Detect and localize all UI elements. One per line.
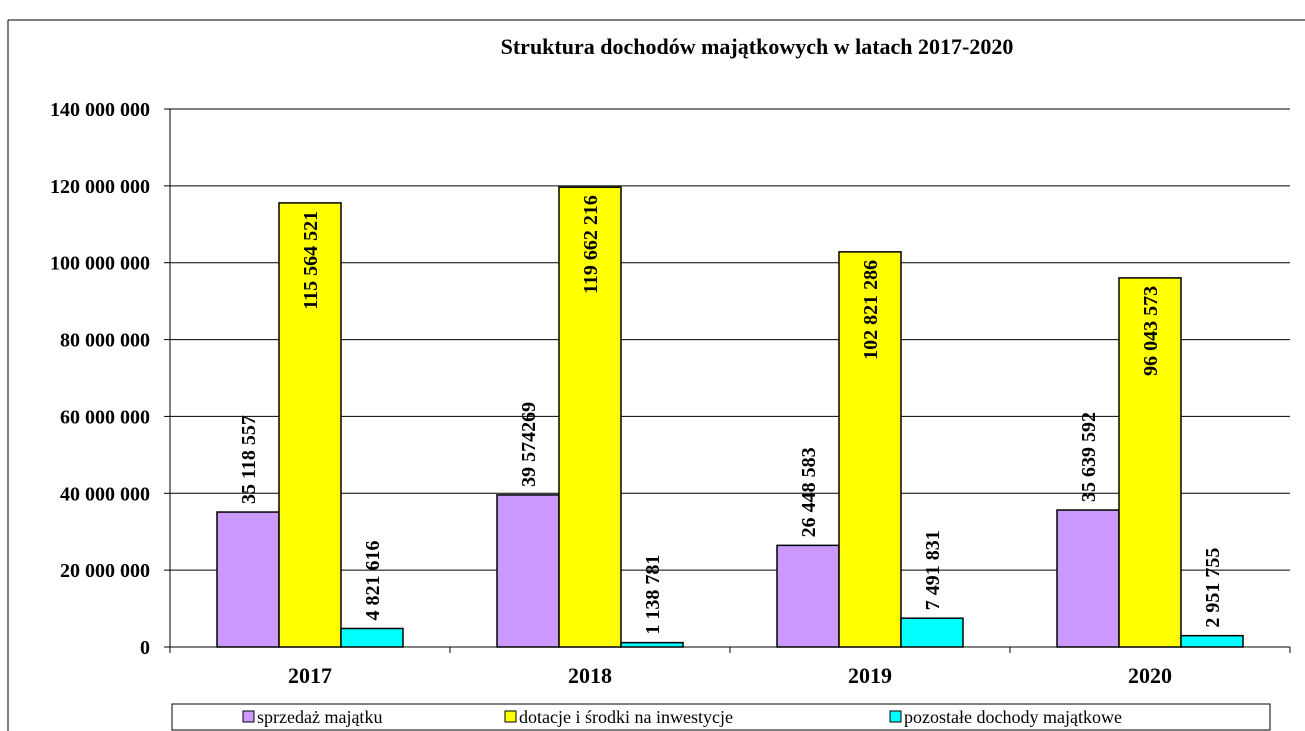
bar [776, 544, 840, 648]
value-label: 96 043 573 [1140, 286, 1162, 376]
legend-label: sprzedaż majątku [257, 707, 382, 727]
bar [838, 251, 902, 648]
bar [216, 511, 280, 648]
y-tick-label: 100 000 000 [50, 253, 150, 275]
y-tick-label: 40 000 000 [60, 483, 150, 505]
legend-swatch [242, 710, 255, 723]
bar [1056, 509, 1120, 648]
bar [900, 617, 964, 648]
bar [1180, 634, 1244, 648]
bar [496, 494, 560, 648]
y-tick-label: 120 000 000 [50, 176, 150, 198]
bar [278, 202, 342, 648]
x-tick-label: 2020 [1128, 663, 1172, 688]
bar [1118, 277, 1182, 648]
value-label: 35 118 557 [238, 415, 260, 504]
value-label: 39 574269 [518, 402, 540, 487]
y-tick-label: 20 000 000 [60, 560, 150, 582]
legend-label: pozostałe dochody majątkowe [904, 707, 1122, 727]
bar [340, 627, 404, 648]
value-label: 119 662 216 [580, 195, 602, 294]
legend-label: dotacje i środki na inwestycje [519, 707, 733, 727]
value-label: 4 821 616 [362, 540, 384, 620]
x-tick-label: 2018 [568, 663, 612, 688]
chart-title: Struktura dochodów majątkowych w latach … [501, 34, 1014, 59]
bar [620, 641, 684, 648]
y-tick-label: 60 000 000 [60, 406, 150, 428]
y-tick-label: 0 [140, 637, 150, 659]
value-label: 35 639 592 [1078, 412, 1100, 502]
value-label: 102 821 286 [860, 260, 882, 360]
legend-swatch [504, 710, 517, 723]
value-label: 1 138 781 [642, 555, 664, 635]
legend-box [171, 703, 1271, 731]
value-label: 2 951 755 [1202, 548, 1224, 628]
value-label: 115 564 521 [300, 211, 322, 310]
bar [558, 186, 622, 648]
legend-swatch [889, 710, 902, 723]
y-tick-label: 140 000 000 [50, 99, 150, 121]
x-tick-label: 2017 [288, 663, 332, 688]
value-label: 7 491 831 [922, 530, 944, 610]
value-label: 26 448 583 [798, 447, 820, 537]
y-tick-label: 80 000 000 [60, 330, 150, 352]
x-tick-label: 2019 [848, 663, 892, 688]
